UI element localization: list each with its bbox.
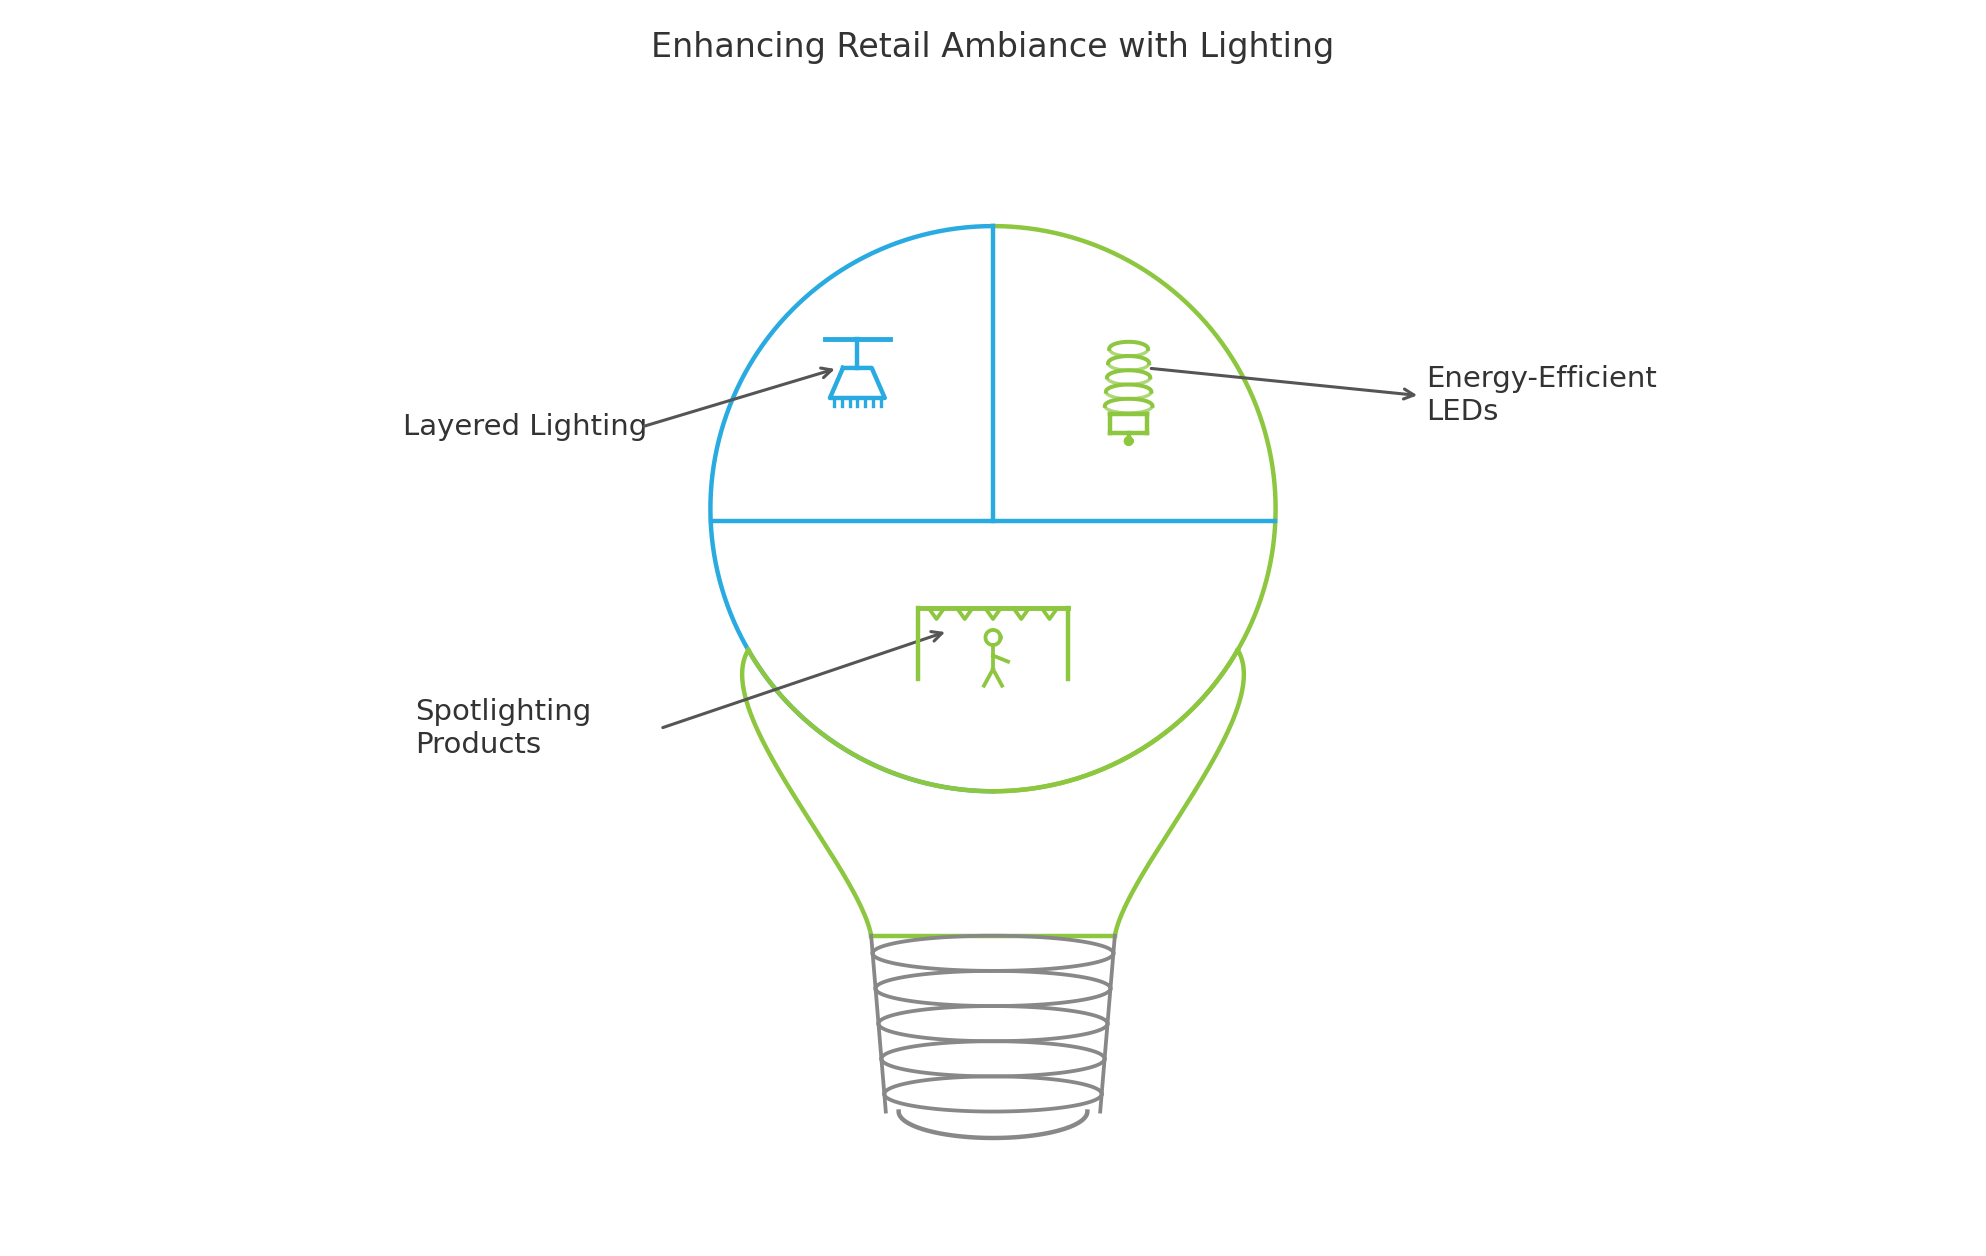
Text: Enhancing Retail Ambiance with Lighting: Enhancing Retail Ambiance with Lighting [651,31,1335,64]
Text: Layered Lighting: Layered Lighting [403,413,647,441]
Text: Spotlighting
Products: Spotlighting Products [415,698,592,759]
Text: Energy-Efficient
LEDs: Energy-Efficient LEDs [1426,365,1656,426]
